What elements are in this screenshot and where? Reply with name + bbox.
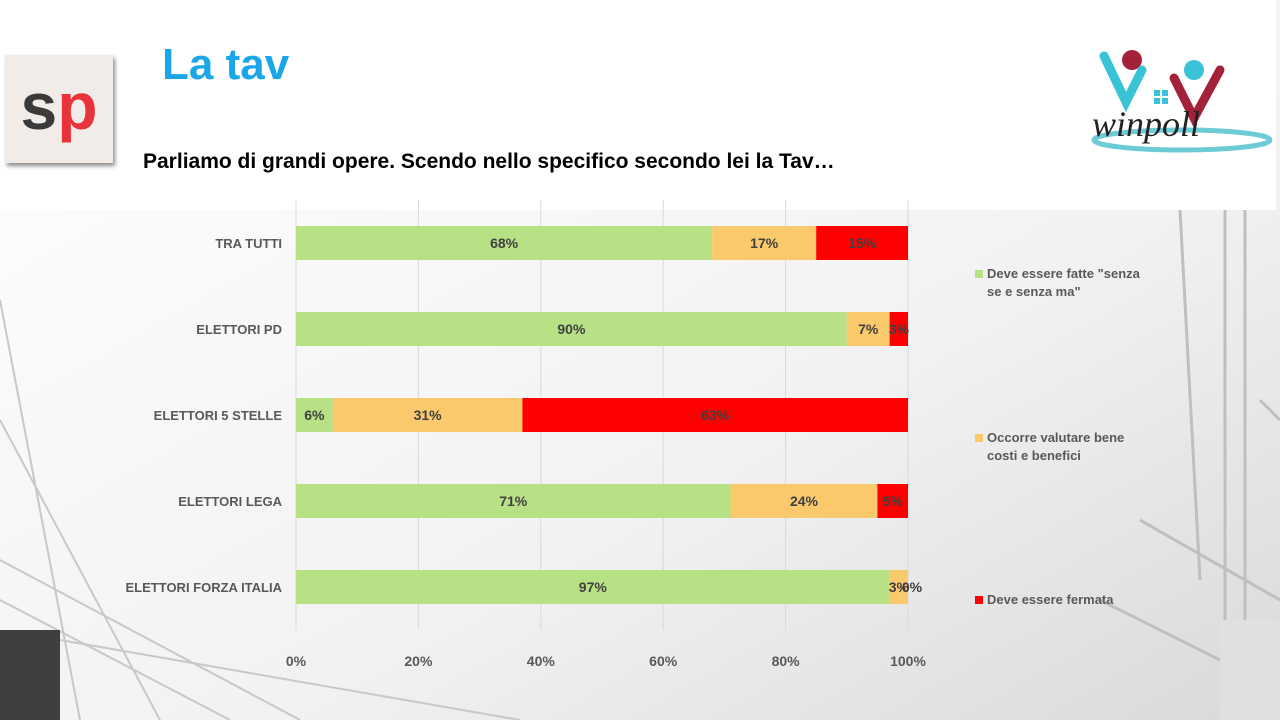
x-tick-label: 20% <box>404 653 433 669</box>
legend-item: Deve essere fatte "senza se e senza ma" <box>975 265 1140 301</box>
svg-text:sp: sp <box>20 69 97 143</box>
category-label: ELETTORI FORZA ITALIA <box>126 580 283 595</box>
legend-swatch <box>975 270 983 278</box>
data-label: 7% <box>858 321 879 337</box>
logo-wordmark: winpoll <box>1092 104 1200 144</box>
data-label: 5% <box>883 493 904 509</box>
bar-segment <box>816 226 908 260</box>
data-label: 3% <box>889 579 910 595</box>
bar-segment <box>730 484 878 518</box>
bar-segment <box>522 398 908 432</box>
bar-segment <box>296 312 847 346</box>
data-label: 3% <box>889 321 910 337</box>
data-label: 90% <box>557 321 586 337</box>
data-label: 68% <box>490 235 519 251</box>
legend-swatch <box>975 596 983 604</box>
data-label: 17% <box>750 235 779 251</box>
data-label: 24% <box>790 493 819 509</box>
bar-segment <box>332 398 523 432</box>
legend-swatch <box>975 434 983 442</box>
x-tick-label: 60% <box>649 653 678 669</box>
data-label: 0% <box>902 579 923 595</box>
bar-segment <box>296 398 333 432</box>
winpoll-logo: winpoll <box>1091 50 1272 153</box>
category-label: ELETTORI LEGA <box>178 494 282 509</box>
header-panel <box>0 0 1276 210</box>
logo-person-blue <box>1099 51 1147 113</box>
logo-person-red <box>1169 65 1225 128</box>
bar-segment <box>712 226 817 260</box>
legend-label: Deve essere fermata <box>987 592 1114 607</box>
x-tick-label: 100% <box>890 653 926 669</box>
sp-logo-graphic: sp <box>20 69 97 143</box>
bar-segment <box>877 484 908 518</box>
bar-segment <box>889 312 908 346</box>
legend-item: Occorre valutare bene costi e benefici <box>975 429 1124 465</box>
stacked-bar-chart: 0% 20% 40% 60% 80% 100% TRA TUTTI 68% 17% 15% ELET… <box>126 200 926 669</box>
data-label: 97% <box>579 579 608 595</box>
sp-logo: sp <box>5 55 113 163</box>
logo-person-head-blue <box>1184 60 1204 80</box>
data-label: 63% <box>701 407 730 423</box>
question-text: Parliamo di grandi opere. Scendo nello s… <box>143 150 835 173</box>
data-label: 71% <box>499 493 528 509</box>
data-label: 15% <box>848 235 877 251</box>
legend-item: Deve essere fermata <box>975 591 1113 609</box>
legend-label: Occorre valutare bene costi e benefici <box>987 430 1125 463</box>
bar-segment <box>296 226 713 260</box>
x-tick-label: 0% <box>286 653 307 669</box>
logo-swoosh <box>1091 127 1272 153</box>
data-label: 31% <box>414 407 443 423</box>
bar-segment <box>846 312 890 346</box>
bar-segment <box>296 484 731 518</box>
data-label: 6% <box>304 407 325 423</box>
legend-label: Deve essere fatte "senza se e senza ma" <box>987 266 1140 299</box>
category-label: TRA TUTTI <box>215 236 282 251</box>
x-tick-label: 80% <box>772 653 801 669</box>
slide-title: La tav <box>162 40 290 89</box>
x-tick-label: 40% <box>527 653 556 669</box>
category-label: ELETTORI 5 STELLE <box>154 408 283 423</box>
chart-legend: Deve essere fatte "senza se e senza ma" Oc… <box>975 265 1175 615</box>
bar-segment <box>296 570 890 604</box>
bar-segment <box>889 570 908 604</box>
logo-person-head-red <box>1122 50 1142 70</box>
category-label: ELETTORI PD <box>196 322 282 337</box>
